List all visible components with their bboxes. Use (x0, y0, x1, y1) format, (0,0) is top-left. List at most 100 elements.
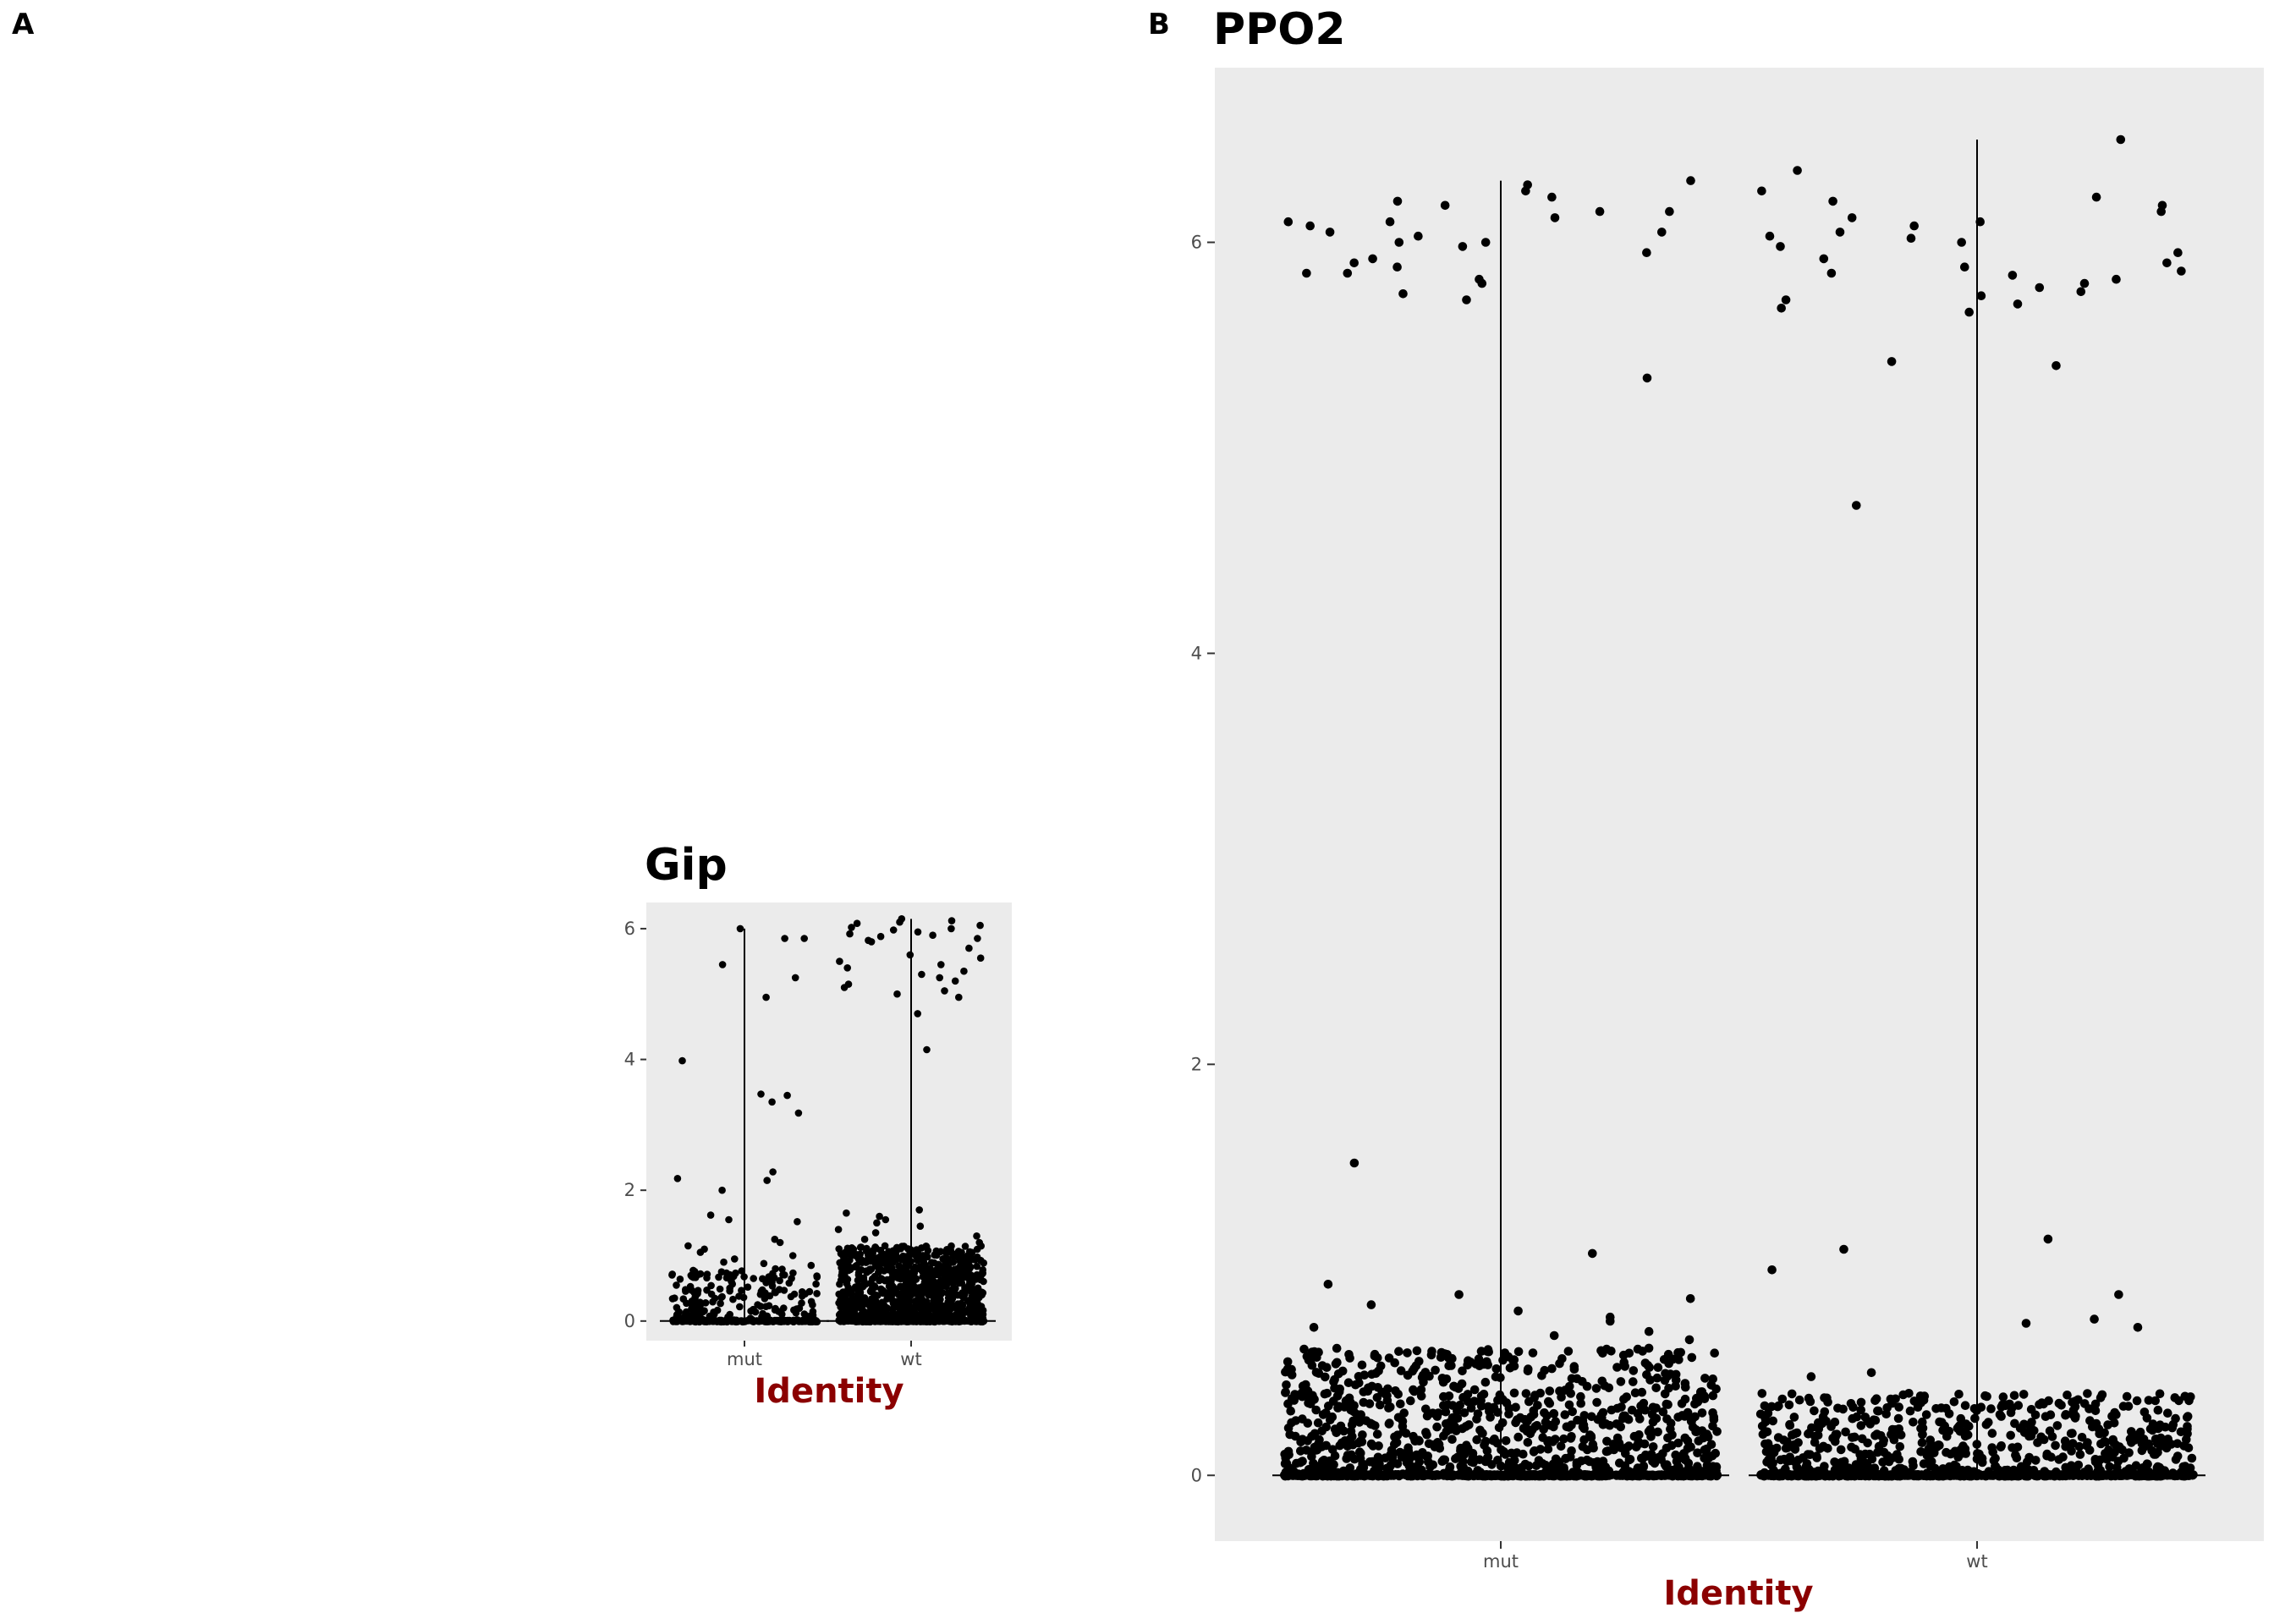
data-point (848, 924, 855, 931)
data-point (921, 1273, 930, 1281)
data-point (1493, 1407, 1502, 1418)
data-point (1312, 1469, 1322, 1479)
data-point (1879, 1447, 1889, 1457)
data-point (838, 1316, 846, 1325)
data-point (941, 987, 948, 995)
data-point (1848, 1433, 1857, 1442)
data-point (1366, 1419, 1376, 1429)
data-point (1619, 1358, 1629, 1367)
data-point (1709, 1412, 1719, 1422)
data-point (1286, 1406, 1295, 1416)
data-point (835, 1290, 843, 1298)
data-point (1701, 1469, 1711, 1479)
data-point (849, 1245, 858, 1254)
data-point (1782, 1470, 1792, 1480)
data-point (955, 993, 963, 1001)
data-point (1785, 1420, 1795, 1430)
data-point (937, 1314, 944, 1321)
data-point (1568, 1407, 1577, 1417)
data-point (1760, 1468, 1769, 1478)
data-point (1787, 1389, 1797, 1399)
data-point (1857, 1434, 1867, 1444)
data-point (2013, 1442, 2023, 1452)
data-point (979, 1314, 987, 1323)
data-point (2177, 266, 2186, 276)
data-point (1960, 262, 1969, 272)
x-tick-label-wt: wt (900, 1349, 921, 1369)
data-point (2139, 1407, 2150, 1417)
data-point (760, 1259, 768, 1268)
data-point (1926, 1440, 1936, 1449)
data-point (1391, 1386, 1400, 1396)
data-point (770, 1274, 778, 1281)
data-point (1322, 1463, 1332, 1473)
data-point (1612, 1363, 1622, 1372)
data-point (1804, 1429, 1814, 1438)
data-point (1455, 1401, 1464, 1410)
data-point (1684, 1335, 1695, 1345)
data-point (1315, 1462, 1324, 1472)
data-point (762, 993, 770, 1001)
data-point (778, 1265, 786, 1273)
data-point (729, 1295, 737, 1303)
data-point (959, 1315, 967, 1324)
data-point (943, 1246, 951, 1254)
data-point (1815, 1444, 1825, 1453)
data-point (1871, 1394, 1881, 1403)
data-point (1690, 1399, 1700, 1409)
data-point (858, 1297, 866, 1304)
data-point (1973, 1468, 1983, 1479)
data-point (2052, 1467, 2061, 1477)
data-point (787, 1292, 795, 1301)
data-point (2090, 1457, 2101, 1467)
marks (660, 915, 996, 1326)
data-point (1534, 1456, 1544, 1465)
data-point (842, 1263, 849, 1271)
data-point (2184, 1396, 2194, 1406)
data-point (1345, 1434, 1355, 1444)
data-point (2030, 1410, 2041, 1420)
data-point (1474, 1354, 1484, 1363)
data-point (1373, 1383, 1382, 1392)
data-point (888, 1264, 896, 1272)
data-point (1518, 1469, 1527, 1479)
data-point (1447, 1401, 1458, 1410)
data-point (1685, 1294, 1695, 1303)
data-point (2043, 1234, 2053, 1244)
data-point (1488, 1470, 1498, 1480)
data-point (1396, 1366, 1406, 1375)
data-point (937, 961, 945, 968)
data-point (2143, 1459, 2152, 1469)
data-point (936, 974, 943, 982)
data-point (1957, 238, 1966, 247)
data-point (1936, 1403, 1946, 1413)
data-point (1398, 289, 1408, 299)
data-point (867, 938, 876, 946)
y-tick-label: 2 (624, 1180, 635, 1200)
data-point (1942, 1447, 1951, 1457)
data-point (1549, 1409, 1559, 1418)
data-point (951, 977, 959, 985)
data-point (1484, 1347, 1493, 1357)
data-point (1447, 1435, 1457, 1444)
data-point (2079, 278, 2090, 288)
data-point (1529, 1410, 1539, 1419)
data-point (1579, 1435, 1589, 1445)
data-point (876, 932, 885, 941)
data-point (1412, 1346, 1422, 1356)
data-point (1868, 1469, 1878, 1479)
y-tick-label: 0 (624, 1311, 635, 1331)
data-point (1530, 1422, 1541, 1431)
data-point (2130, 1435, 2139, 1445)
data-point (1909, 221, 1919, 231)
data-point (1559, 1463, 1568, 1473)
data-point (1976, 291, 1986, 301)
data-point (2155, 1389, 2165, 1399)
data-point (965, 1281, 973, 1289)
data-point (1887, 357, 1897, 366)
data-point (881, 1307, 888, 1315)
data-point (1314, 1369, 1324, 1378)
data-point (1953, 1422, 1964, 1432)
data-point (1964, 1421, 1974, 1431)
